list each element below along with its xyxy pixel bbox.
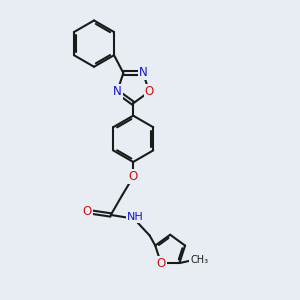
Text: O: O [145,85,154,98]
Text: O: O [129,170,138,183]
Text: N: N [139,67,148,80]
Text: NH: NH [127,212,143,222]
Text: N: N [113,85,122,98]
Text: O: O [83,206,92,218]
Text: O: O [156,256,166,270]
Text: CH₃: CH₃ [190,255,208,265]
